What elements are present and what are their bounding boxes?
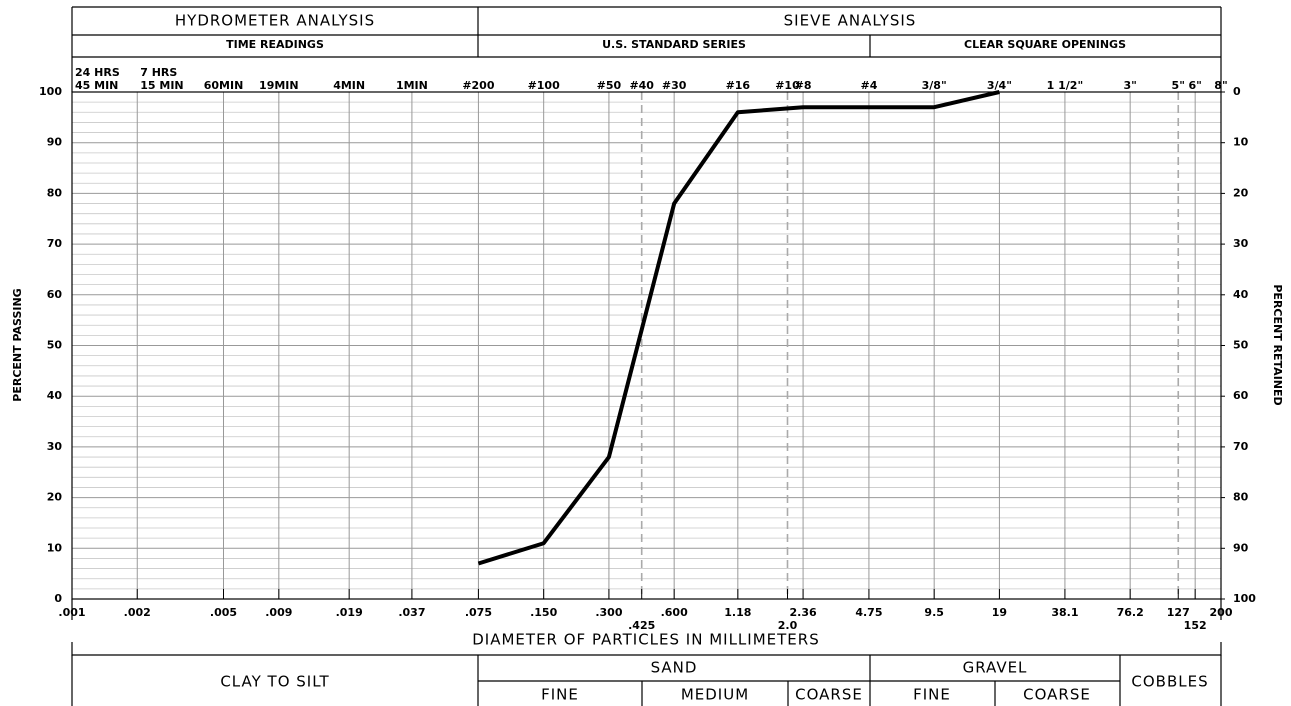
class-label: FINE bbox=[913, 686, 951, 704]
top-label: 5" bbox=[1172, 79, 1185, 92]
top-label: 3" bbox=[1123, 79, 1136, 92]
y-tick-label: 100 bbox=[39, 85, 62, 98]
top-label: 45 MIN bbox=[75, 79, 118, 92]
y2-tick-label: 30 bbox=[1233, 237, 1249, 250]
y2-tick-label: 10 bbox=[1233, 136, 1249, 149]
y2-tick-label: 60 bbox=[1233, 389, 1249, 402]
header-title: HYDROMETER ANALYSIS bbox=[175, 12, 375, 30]
y-tick-label: 10 bbox=[47, 541, 63, 554]
top-label: #8 bbox=[795, 79, 812, 92]
x-tick-label: 127 bbox=[1167, 606, 1190, 619]
x-tick-label: 4.75 bbox=[855, 606, 882, 619]
y-tick-label: 70 bbox=[47, 237, 63, 250]
class-label: MEDIUM bbox=[681, 686, 749, 704]
y2-tick-label: 70 bbox=[1233, 440, 1249, 453]
top-label: 15 MIN bbox=[140, 79, 183, 92]
x-tick-label: 9.5 bbox=[924, 606, 944, 619]
x-tick-label: 2.36 bbox=[790, 606, 817, 619]
top-label: 8" bbox=[1214, 79, 1227, 92]
y2-tick-label: 40 bbox=[1233, 288, 1249, 301]
header-subtitle: U.S. STANDARD SERIES bbox=[602, 38, 746, 51]
x-tick-label: 38.1 bbox=[1051, 606, 1078, 619]
top-label: #50 bbox=[597, 79, 622, 92]
x-tick-label: 152 bbox=[1184, 619, 1207, 632]
x-tick-label: .019 bbox=[336, 606, 363, 619]
top-label: 1MIN bbox=[396, 79, 428, 92]
x-tick-label: 2.0 bbox=[778, 619, 798, 632]
x-tick-label: .300 bbox=[595, 606, 622, 619]
y-tick-label: 90 bbox=[47, 136, 63, 149]
top-label: #4 bbox=[860, 79, 877, 92]
x-tick-label: .075 bbox=[465, 606, 492, 619]
classification-table: CLAY TO SILT SAND FINE MEDIUM COARSE GRA… bbox=[71, 642, 1222, 706]
y2-tick-label: 100 bbox=[1233, 592, 1256, 605]
top-label: 24 HRS bbox=[75, 66, 120, 79]
x-tick-label: .600 bbox=[661, 606, 688, 619]
top-label: 3/4" bbox=[987, 79, 1012, 92]
top-label: 4MIN bbox=[333, 79, 365, 92]
top-label: 60MIN bbox=[204, 79, 244, 92]
top-label: 7 HRS bbox=[140, 66, 177, 79]
y-tick-label: 30 bbox=[47, 440, 63, 453]
frame bbox=[71, 642, 1222, 656]
y2-tick-label: 50 bbox=[1233, 339, 1249, 352]
x-tick-label: 76.2 bbox=[1117, 606, 1144, 619]
top-label: 1 1/2" bbox=[1047, 79, 1084, 92]
top-label: 6" bbox=[1188, 79, 1201, 92]
top-label: #40 bbox=[629, 79, 654, 92]
y-tick-label: 0 bbox=[54, 592, 62, 605]
class-label: COARSE bbox=[1023, 686, 1091, 704]
y-tick-label: 20 bbox=[47, 491, 63, 504]
y-tick-label: 50 bbox=[47, 339, 63, 352]
x-tick-label: 1.18 bbox=[724, 606, 751, 619]
x-tick-label: 19 bbox=[992, 606, 1007, 619]
class-label: SAND bbox=[651, 659, 698, 677]
x-tick-label: .002 bbox=[124, 606, 151, 619]
class-label: GRAVEL bbox=[963, 659, 1028, 677]
top-label: #30 bbox=[662, 79, 687, 92]
x-tick-label: .150 bbox=[530, 606, 557, 619]
top-label: #16 bbox=[726, 79, 751, 92]
x-tick-label: .037 bbox=[398, 606, 425, 619]
y2-tick-label: 80 bbox=[1233, 491, 1249, 504]
y-tick-label: 40 bbox=[47, 389, 63, 402]
y-axis-label: PERCENT PASSING bbox=[11, 288, 24, 401]
x-tick-label: .005 bbox=[210, 606, 237, 619]
class-label: FINE bbox=[541, 686, 579, 704]
x-axis-label: DIAMETER OF PARTICLES IN MILLIMETERS bbox=[472, 631, 819, 649]
header-subtitle: CLEAR SQUARE OPENINGS bbox=[964, 38, 1126, 51]
x-tick-label: .009 bbox=[265, 606, 292, 619]
class-label: COARSE bbox=[795, 686, 863, 704]
plot-area: 0 10 20 30 40 50 60 70 80 90 100 0 10 20 30 40 50 60 70 80 9… bbox=[39, 66, 1256, 632]
top-label: #200 bbox=[462, 79, 495, 92]
top-label: #100 bbox=[528, 79, 561, 92]
plot-frame bbox=[71, 91, 1222, 600]
y-tick-label: 80 bbox=[47, 186, 63, 199]
y2-tick-label: 20 bbox=[1233, 186, 1249, 199]
y2-tick-label: 90 bbox=[1233, 541, 1249, 554]
x-tick-label: .425 bbox=[628, 619, 655, 632]
header-subtitle: TIME READINGS bbox=[226, 38, 324, 51]
header: HYDROMETER ANALYSIS SIEVE ANALYSIS TIME … bbox=[71, 6, 1222, 92]
y2-tick-label: 0 bbox=[1233, 85, 1241, 98]
class-label: COBBLES bbox=[1131, 673, 1208, 691]
y2-axis-label: PERCENT RETAINED bbox=[1271, 284, 1284, 405]
top-label: 19MIN bbox=[259, 79, 299, 92]
y-tick-label: 60 bbox=[47, 288, 63, 301]
top-label: 3/8" bbox=[922, 79, 947, 92]
class-label: CLAY TO SILT bbox=[220, 673, 329, 691]
header-title: SIEVE ANALYSIS bbox=[784, 12, 917, 30]
top-label: #10 bbox=[775, 79, 800, 92]
data-line bbox=[477, 90, 1000, 566]
